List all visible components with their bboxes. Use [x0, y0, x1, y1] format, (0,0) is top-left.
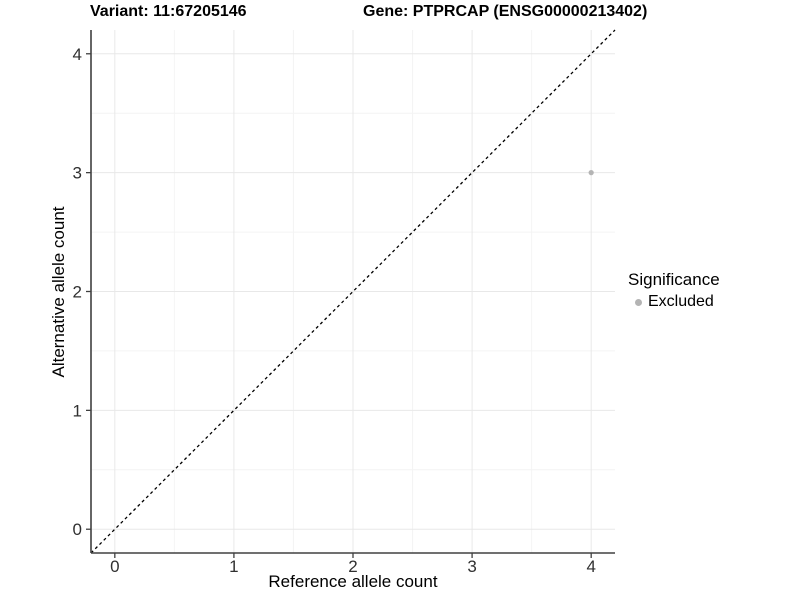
legend-point-icon — [635, 298, 642, 306]
gene-title: Gene: PTPRCAP (ENSG00000213402) — [363, 3, 648, 20]
legend: Significance Excluded — [628, 270, 720, 311]
x-axis-title: Reference allele count — [268, 572, 438, 591]
y-axis-title: Alternative allele count — [49, 206, 68, 378]
legend-item: Excluded — [628, 293, 720, 311]
x-tick-label: 4 — [586, 557, 595, 576]
x-tick-label: 0 — [110, 557, 119, 576]
y-tick-label: 3 — [73, 164, 82, 183]
y-tick-label: 0 — [73, 520, 82, 539]
x-tick-label: 2 — [348, 557, 357, 576]
y-tick-label: 4 — [73, 45, 82, 64]
legend-item-label: Excluded — [648, 293, 714, 310]
y-tick-label: 1 — [73, 401, 82, 420]
variant-title: Variant: 11:67205146 — [90, 3, 247, 20]
y-tick-label: 2 — [73, 283, 82, 302]
data-point — [588, 170, 594, 176]
legend-title: Significance — [628, 270, 720, 289]
x-tick-label: 3 — [467, 557, 476, 576]
x-tick-label: 1 — [229, 557, 238, 576]
